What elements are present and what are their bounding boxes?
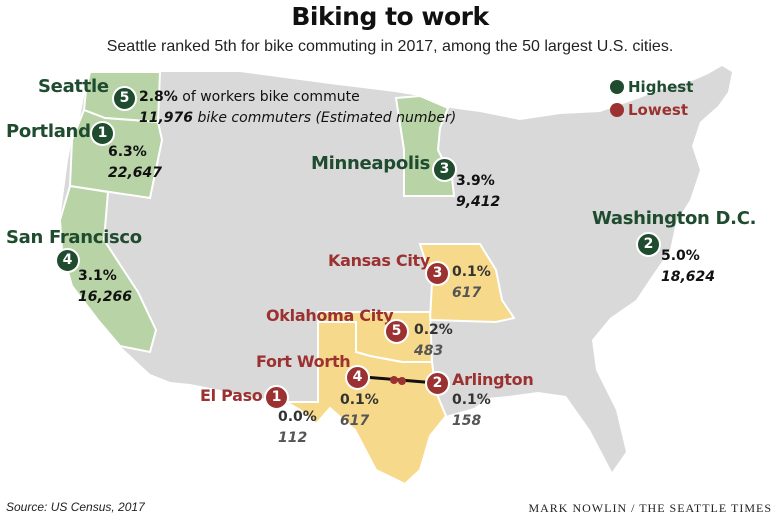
fortworth-dot bbox=[390, 376, 398, 384]
seattle-count: 11,976 bbox=[139, 110, 194, 126]
city-el-paso: El Paso bbox=[200, 386, 263, 405]
fort-worth-count: 617 bbox=[340, 413, 370, 429]
stat-el-paso: 0.0% 112 bbox=[278, 407, 317, 449]
minneapolis-count: 9,412 bbox=[456, 194, 501, 210]
oklahoma-city-count: 483 bbox=[414, 343, 444, 359]
stat-san-francisco: 3.1% 16,266 bbox=[78, 266, 132, 308]
rank-badge-portland: 1 bbox=[90, 121, 115, 146]
texas-state bbox=[282, 321, 448, 486]
map-title: Biking to work bbox=[291, 2, 489, 31]
map-subtitle: Seattle ranked 5th for bike commuting in… bbox=[106, 38, 674, 55]
california-state bbox=[58, 184, 158, 354]
rank-badge-seattle: 5 bbox=[112, 86, 137, 111]
minneapolis-pct: 3.9% bbox=[456, 173, 495, 189]
source-note: Source: US Census, 2017 bbox=[6, 500, 145, 514]
stat-oklahoma-city: 0.2% 483 bbox=[414, 320, 453, 362]
rank-badge-oklahoma-city: 5 bbox=[384, 319, 409, 344]
lowest-legend-dot bbox=[610, 103, 624, 117]
stat-seattle-count: 11,976 bike commuters (Estimated number) bbox=[139, 108, 456, 129]
us-landmass bbox=[60, 66, 732, 484]
arlington-pct: 0.1% bbox=[452, 392, 491, 408]
rank-badge-minneapolis: 3 bbox=[432, 157, 457, 182]
rank-badge-arlington: 2 bbox=[425, 371, 450, 396]
city-san-francisco: San Francisco bbox=[6, 227, 142, 248]
city-minneapolis: Minneapolis bbox=[311, 153, 431, 174]
stat-washington-dc: 5.0% 18,624 bbox=[661, 246, 715, 288]
washington-dc-count: 18,624 bbox=[661, 269, 716, 285]
stat-seattle-pct: 2.8% of workers bike commute bbox=[139, 87, 360, 108]
washington-dc-pct: 5.0% bbox=[661, 248, 700, 264]
city-arlington: Arlington bbox=[452, 370, 534, 389]
stat-arlington: 0.1% 158 bbox=[452, 390, 491, 432]
stat-fort-worth: 0.1% 617 bbox=[340, 390, 379, 432]
arlington-dot bbox=[398, 377, 406, 385]
highest-legend-dot bbox=[610, 80, 624, 94]
legend-lowest-label: Lowest bbox=[628, 101, 688, 119]
rank-badge-san-francisco: 4 bbox=[55, 248, 80, 273]
el-paso-pct: 0.0% bbox=[278, 409, 317, 425]
stat-minneapolis: 3.9% 9,412 bbox=[456, 171, 500, 213]
city-oklahoma-city: Oklahoma City bbox=[266, 306, 394, 325]
rank-badge-kansas-city: 3 bbox=[425, 261, 450, 286]
stat-portland: 6.3% 22,647 bbox=[108, 142, 162, 184]
fort-worth-pct: 0.1% bbox=[340, 392, 379, 408]
legend-lowest: Lowest bbox=[610, 101, 688, 119]
stat-kansas-city: 0.1% 617 bbox=[452, 262, 491, 304]
portland-count: 22,647 bbox=[108, 165, 163, 181]
rank-badge-el-paso: 1 bbox=[264, 385, 289, 410]
san-francisco-pct: 3.1% bbox=[78, 268, 117, 284]
legend-highest-label: Highest bbox=[628, 78, 694, 96]
city-fort-worth: Fort Worth bbox=[256, 352, 351, 371]
kansas-city-count: 617 bbox=[452, 285, 482, 301]
rank-badge-fort-worth: 4 bbox=[345, 365, 370, 390]
city-kansas-city: Kansas City bbox=[328, 251, 431, 270]
oklahoma-city-pct: 0.2% bbox=[414, 322, 453, 338]
city-portland: Portland bbox=[6, 121, 91, 142]
san-francisco-count: 16,266 bbox=[78, 289, 133, 305]
city-washington-dc: Washington D.C. bbox=[592, 208, 757, 229]
arlington-count: 158 bbox=[452, 413, 482, 429]
credit-line: MARK NOWLIN / THE SEATTLE TIMES bbox=[528, 501, 772, 515]
kansas-city-pct: 0.1% bbox=[452, 264, 491, 280]
seattle-count-note: bike commuters (Estimated number) bbox=[193, 110, 457, 126]
legend-highest: Highest bbox=[610, 78, 693, 96]
el-paso-count: 112 bbox=[278, 430, 308, 446]
seattle-pct-note: of workers bike commute bbox=[177, 89, 360, 105]
city-seattle: Seattle bbox=[38, 76, 109, 97]
portland-pct: 6.3% bbox=[108, 144, 147, 160]
seattle-pct: 2.8% bbox=[139, 89, 178, 105]
rank-badge-washington-dc: 2 bbox=[636, 232, 661, 257]
